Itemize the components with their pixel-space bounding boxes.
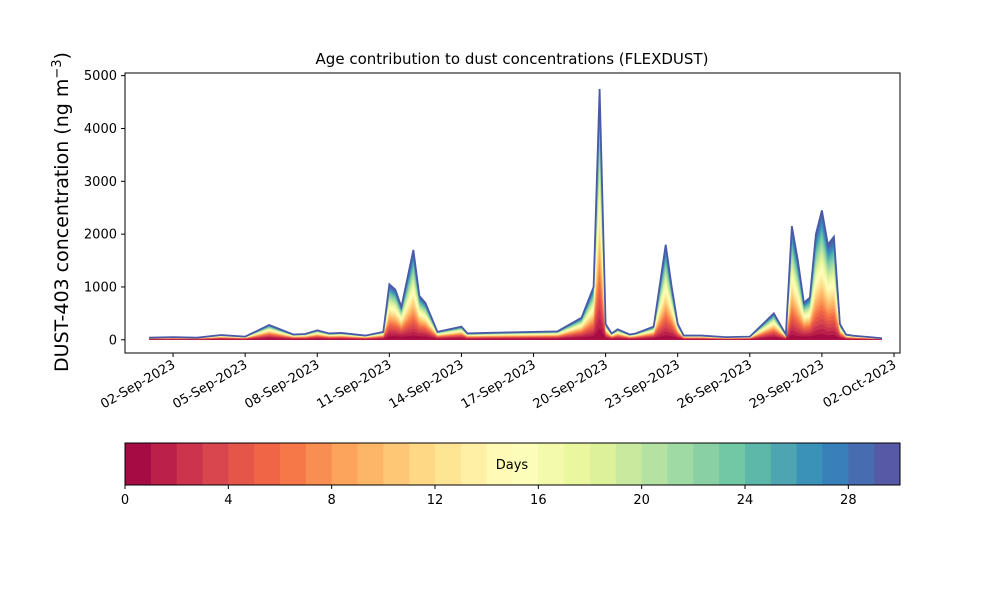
colorbar-bin bbox=[254, 443, 281, 485]
colorbar-label: Days bbox=[496, 458, 529, 473]
colorbar-tick-label: 24 bbox=[737, 493, 754, 508]
colorbar-bin bbox=[693, 443, 720, 485]
plot-frame bbox=[124, 72, 901, 354]
colorbar-bin bbox=[719, 443, 746, 485]
age-area-0-days bbox=[149, 328, 882, 340]
age-area-24-days bbox=[149, 126, 882, 340]
y-axis-label-superscript: −3 bbox=[50, 59, 65, 78]
colorbar-bin bbox=[745, 443, 772, 485]
age-area-20-days bbox=[149, 157, 882, 340]
colorbar-bin bbox=[150, 443, 178, 485]
age-area-26-days bbox=[149, 111, 882, 340]
colorbar-tick-label: 12 bbox=[427, 493, 444, 508]
x-tick-label: 23-Sep-2023 bbox=[603, 357, 683, 412]
colorbar-bin bbox=[874, 443, 901, 485]
colorbar-bin bbox=[667, 443, 694, 485]
x-tick-label: 29-Sep-2023 bbox=[747, 357, 827, 412]
x-tick-label: 11-Sep-2023 bbox=[315, 357, 395, 412]
colorbar-bin bbox=[202, 443, 229, 485]
colorbar-bin bbox=[460, 443, 488, 485]
y-tick-label: 3000 bbox=[84, 175, 117, 190]
x-tick-label: 05-Sep-2023 bbox=[170, 357, 250, 412]
y-tick-label: 4000 bbox=[84, 122, 117, 137]
age-area-19-days bbox=[149, 165, 882, 340]
colorbar-bin bbox=[125, 443, 152, 485]
age-area-22-days bbox=[149, 142, 882, 340]
x-tick-label: 17-Sep-2023 bbox=[459, 357, 539, 412]
x-tick-label: 14-Sep-2023 bbox=[387, 357, 467, 412]
colorbar-tick-label: 16 bbox=[530, 493, 547, 508]
colorbar-bin bbox=[512, 443, 539, 485]
y-axis-label: DUST-403 concentration (ng m−3) bbox=[50, 52, 73, 372]
y-axis-label-end: ) bbox=[51, 52, 73, 59]
x-tick-label: 20-Sep-2023 bbox=[531, 357, 611, 412]
colorbar-tick-label: 0 bbox=[121, 493, 129, 508]
colorbar-frame bbox=[124, 442, 901, 486]
colorbar-bin bbox=[305, 443, 333, 485]
colorbar: 0 4 8 12 16 20 24 28 bbox=[121, 442, 901, 508]
colorbar-tick-label: 4 bbox=[224, 493, 232, 508]
colorbar-bin bbox=[409, 443, 436, 485]
colorbar-tick-label: 8 bbox=[328, 493, 336, 508]
colorbar-bin bbox=[383, 443, 410, 485]
colorbar-bin bbox=[822, 443, 849, 485]
x-tick-label: 08-Sep-2023 bbox=[242, 357, 322, 412]
chart-title: Age contribution to dust concentrations … bbox=[316, 50, 709, 68]
colorbar-bin bbox=[331, 443, 358, 485]
colorbar-bin bbox=[357, 443, 384, 485]
colorbar-bin bbox=[641, 443, 668, 485]
age-area-28-days bbox=[149, 96, 882, 340]
x-tick-label: 02-Oct-2023 bbox=[821, 357, 899, 411]
colorbar-bin bbox=[564, 443, 591, 485]
colorbar-bin bbox=[538, 443, 565, 485]
y-tick-label: 1000 bbox=[84, 280, 117, 295]
age-area-27-days bbox=[149, 103, 882, 340]
age-area-25-days bbox=[149, 119, 882, 340]
colorbar-bin bbox=[228, 443, 255, 485]
y-tick-label: 0 bbox=[109, 333, 117, 348]
colorbar-bin bbox=[590, 443, 617, 485]
colorbar-bin bbox=[486, 443, 513, 485]
colorbar-bin bbox=[280, 443, 307, 485]
x-tick-label: 02-Sep-2023 bbox=[98, 357, 178, 412]
age-area-21-days bbox=[149, 149, 882, 340]
total-concentration-line bbox=[149, 88, 883, 340]
colorbar-bin bbox=[176, 443, 203, 485]
stacked-area-layer bbox=[149, 88, 883, 340]
axes: 0 1000 2000 3000 4000 5000 02-Sep-202305-Sep-2… bbox=[84, 69, 901, 412]
colorbar-tick-label: 28 bbox=[840, 493, 857, 508]
colorbar-bin bbox=[435, 443, 462, 485]
age-area-29-days bbox=[149, 88, 882, 340]
y-tick-label: 2000 bbox=[84, 228, 117, 243]
colorbar-tick-label: 20 bbox=[633, 493, 650, 508]
x-tick-label: 26-Sep-2023 bbox=[675, 357, 755, 412]
colorbar-bin bbox=[848, 443, 875, 485]
colorbar-bin bbox=[796, 443, 823, 485]
age-area-23-days bbox=[149, 134, 882, 340]
colorbar-bin bbox=[770, 443, 798, 485]
colorbar-bin bbox=[615, 443, 643, 485]
y-tick-label: 5000 bbox=[84, 69, 117, 84]
